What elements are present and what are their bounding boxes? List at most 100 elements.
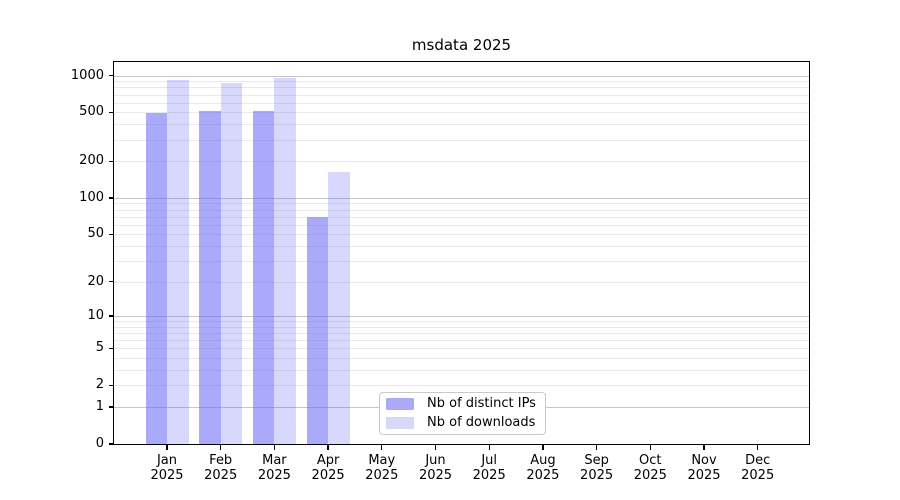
bar-distinct-ips-feb bbox=[199, 111, 221, 444]
y-tick-mark bbox=[108, 160, 114, 162]
x-tick-year: 2025 bbox=[311, 467, 345, 483]
legend-item-distinct-ips: Nb of distinct IPs bbox=[386, 397, 536, 411]
gridline-minor bbox=[114, 102, 809, 104]
y-tick-label: 50 bbox=[87, 226, 104, 242]
y-tick-label: 500 bbox=[79, 104, 104, 120]
x-tick-mark bbox=[757, 445, 759, 450]
y-tick-mark bbox=[108, 111, 114, 114]
legend-label-downloads: Nb of downloads bbox=[427, 415, 536, 430]
y-tick-label: 200 bbox=[79, 153, 104, 169]
x-tick-month: May bbox=[368, 453, 396, 468]
x-tick-label-oct: Oct 2025 bbox=[623, 453, 677, 483]
gridline-minor bbox=[114, 224, 809, 226]
gridline-minor bbox=[114, 81, 809, 83]
x-tick-label-apr: Apr 2025 bbox=[301, 453, 355, 483]
gridline-minor bbox=[114, 209, 809, 211]
y-tick-label: 100 bbox=[79, 189, 104, 205]
x-tick-month: Feb bbox=[209, 453, 233, 468]
chart-title: msdata 2025 bbox=[411, 36, 512, 54]
legend-label-distinct-ips: Nb of distinct IPs bbox=[427, 396, 536, 411]
gridline-major bbox=[114, 75, 809, 77]
y-tick-label: 20 bbox=[87, 273, 104, 289]
y-tick-label: 5 bbox=[95, 340, 104, 356]
x-tick-year: 2025 bbox=[741, 467, 775, 483]
x-tick-label-nov: Nov 2025 bbox=[677, 453, 731, 483]
x-tick-mark bbox=[166, 445, 168, 450]
y-tick-mark bbox=[108, 406, 114, 408]
y-tick-label: 1000 bbox=[70, 67, 104, 83]
gridline-major bbox=[114, 316, 809, 318]
x-tick-mark bbox=[542, 445, 544, 450]
x-tick-label-may: May 2025 bbox=[355, 453, 409, 483]
gridline-minor bbox=[114, 340, 809, 342]
y-tick-mark bbox=[108, 197, 114, 199]
x-tick-month: Sep bbox=[584, 453, 609, 468]
legend: Nb of distinct IPs Nb of downloads bbox=[379, 392, 546, 435]
gridline-minor bbox=[114, 370, 809, 372]
y-tick-mark bbox=[108, 233, 114, 235]
bar-distinct-ips-mar bbox=[252, 110, 275, 444]
gridline-minor bbox=[114, 139, 809, 141]
x-tick-year: 2025 bbox=[150, 467, 184, 483]
gridline-minor bbox=[114, 234, 809, 236]
x-tick-mark bbox=[327, 445, 329, 450]
gridline-minor bbox=[114, 348, 809, 350]
gridline-minor bbox=[114, 216, 809, 218]
y-tick-mark bbox=[108, 74, 114, 77]
y-tick-label: 2 bbox=[95, 377, 104, 393]
gridline-minor bbox=[114, 161, 809, 163]
x-tick-label-jan: Jan 2025 bbox=[140, 453, 194, 483]
x-tick-label-feb: Feb 2025 bbox=[194, 453, 248, 483]
x-tick-label-mar: Mar 2025 bbox=[247, 453, 301, 483]
y-tick-mark bbox=[108, 280, 114, 283]
x-tick-month: Dec bbox=[745, 453, 771, 468]
x-tick-month: Oct bbox=[639, 453, 662, 468]
x-tick-year: 2025 bbox=[418, 467, 453, 483]
gridline-minor bbox=[114, 124, 809, 126]
gridline-minor bbox=[114, 112, 809, 114]
bar-downloads-jan bbox=[167, 80, 189, 444]
bar-downloads-apr bbox=[328, 172, 350, 444]
x-tick-year: 2025 bbox=[526, 467, 560, 483]
plot-area bbox=[113, 61, 810, 445]
x-tick-month: Jul bbox=[481, 453, 498, 468]
gridline-minor bbox=[114, 358, 809, 360]
gridline-minor bbox=[114, 333, 809, 335]
gridline-minor bbox=[114, 203, 809, 205]
x-tick-label-aug: Aug 2025 bbox=[516, 453, 570, 483]
x-tick-month: Mar bbox=[262, 453, 287, 468]
x-tick-month: Apr bbox=[316, 453, 340, 468]
legend-swatch-distinct-ips-icon bbox=[386, 398, 414, 410]
bar-distinct-ips-apr bbox=[306, 217, 329, 444]
x-tick-year: 2025 bbox=[633, 467, 667, 483]
y-tick-mark bbox=[108, 315, 114, 317]
gridline-minor bbox=[114, 385, 809, 387]
legend-item-downloads: Nb of downloads bbox=[386, 416, 536, 430]
x-tick-mark bbox=[434, 445, 437, 450]
gridline-minor bbox=[114, 260, 809, 262]
legend-swatch-downloads-icon bbox=[386, 417, 414, 429]
x-tick-month: Jan bbox=[156, 453, 178, 468]
x-tick-mark bbox=[488, 445, 490, 450]
x-tick-month: Jun bbox=[425, 453, 446, 468]
x-tick-mark bbox=[703, 445, 705, 450]
x-tick-year: 2025 bbox=[580, 467, 614, 483]
y-tick-mark bbox=[108, 443, 114, 445]
x-tick-mark bbox=[273, 445, 276, 450]
x-tick-year: 2025 bbox=[687, 467, 721, 483]
x-tick-mark bbox=[595, 445, 598, 450]
gridline-minor bbox=[114, 94, 809, 96]
y-tick-mark bbox=[108, 347, 114, 350]
gridline-major bbox=[114, 197, 809, 199]
bar-downloads-mar bbox=[274, 77, 296, 444]
x-tick-mark bbox=[649, 445, 651, 450]
bar-distinct-ips-jan bbox=[145, 113, 167, 444]
x-tick-mark bbox=[381, 445, 383, 450]
gridline-minor bbox=[114, 87, 809, 89]
y-tick-label: 10 bbox=[87, 308, 104, 324]
x-tick-year: 2025 bbox=[204, 467, 238, 483]
x-tick-mark bbox=[220, 445, 222, 450]
gridline-minor bbox=[114, 245, 809, 247]
y-tick-label: 0 bbox=[95, 436, 104, 451]
